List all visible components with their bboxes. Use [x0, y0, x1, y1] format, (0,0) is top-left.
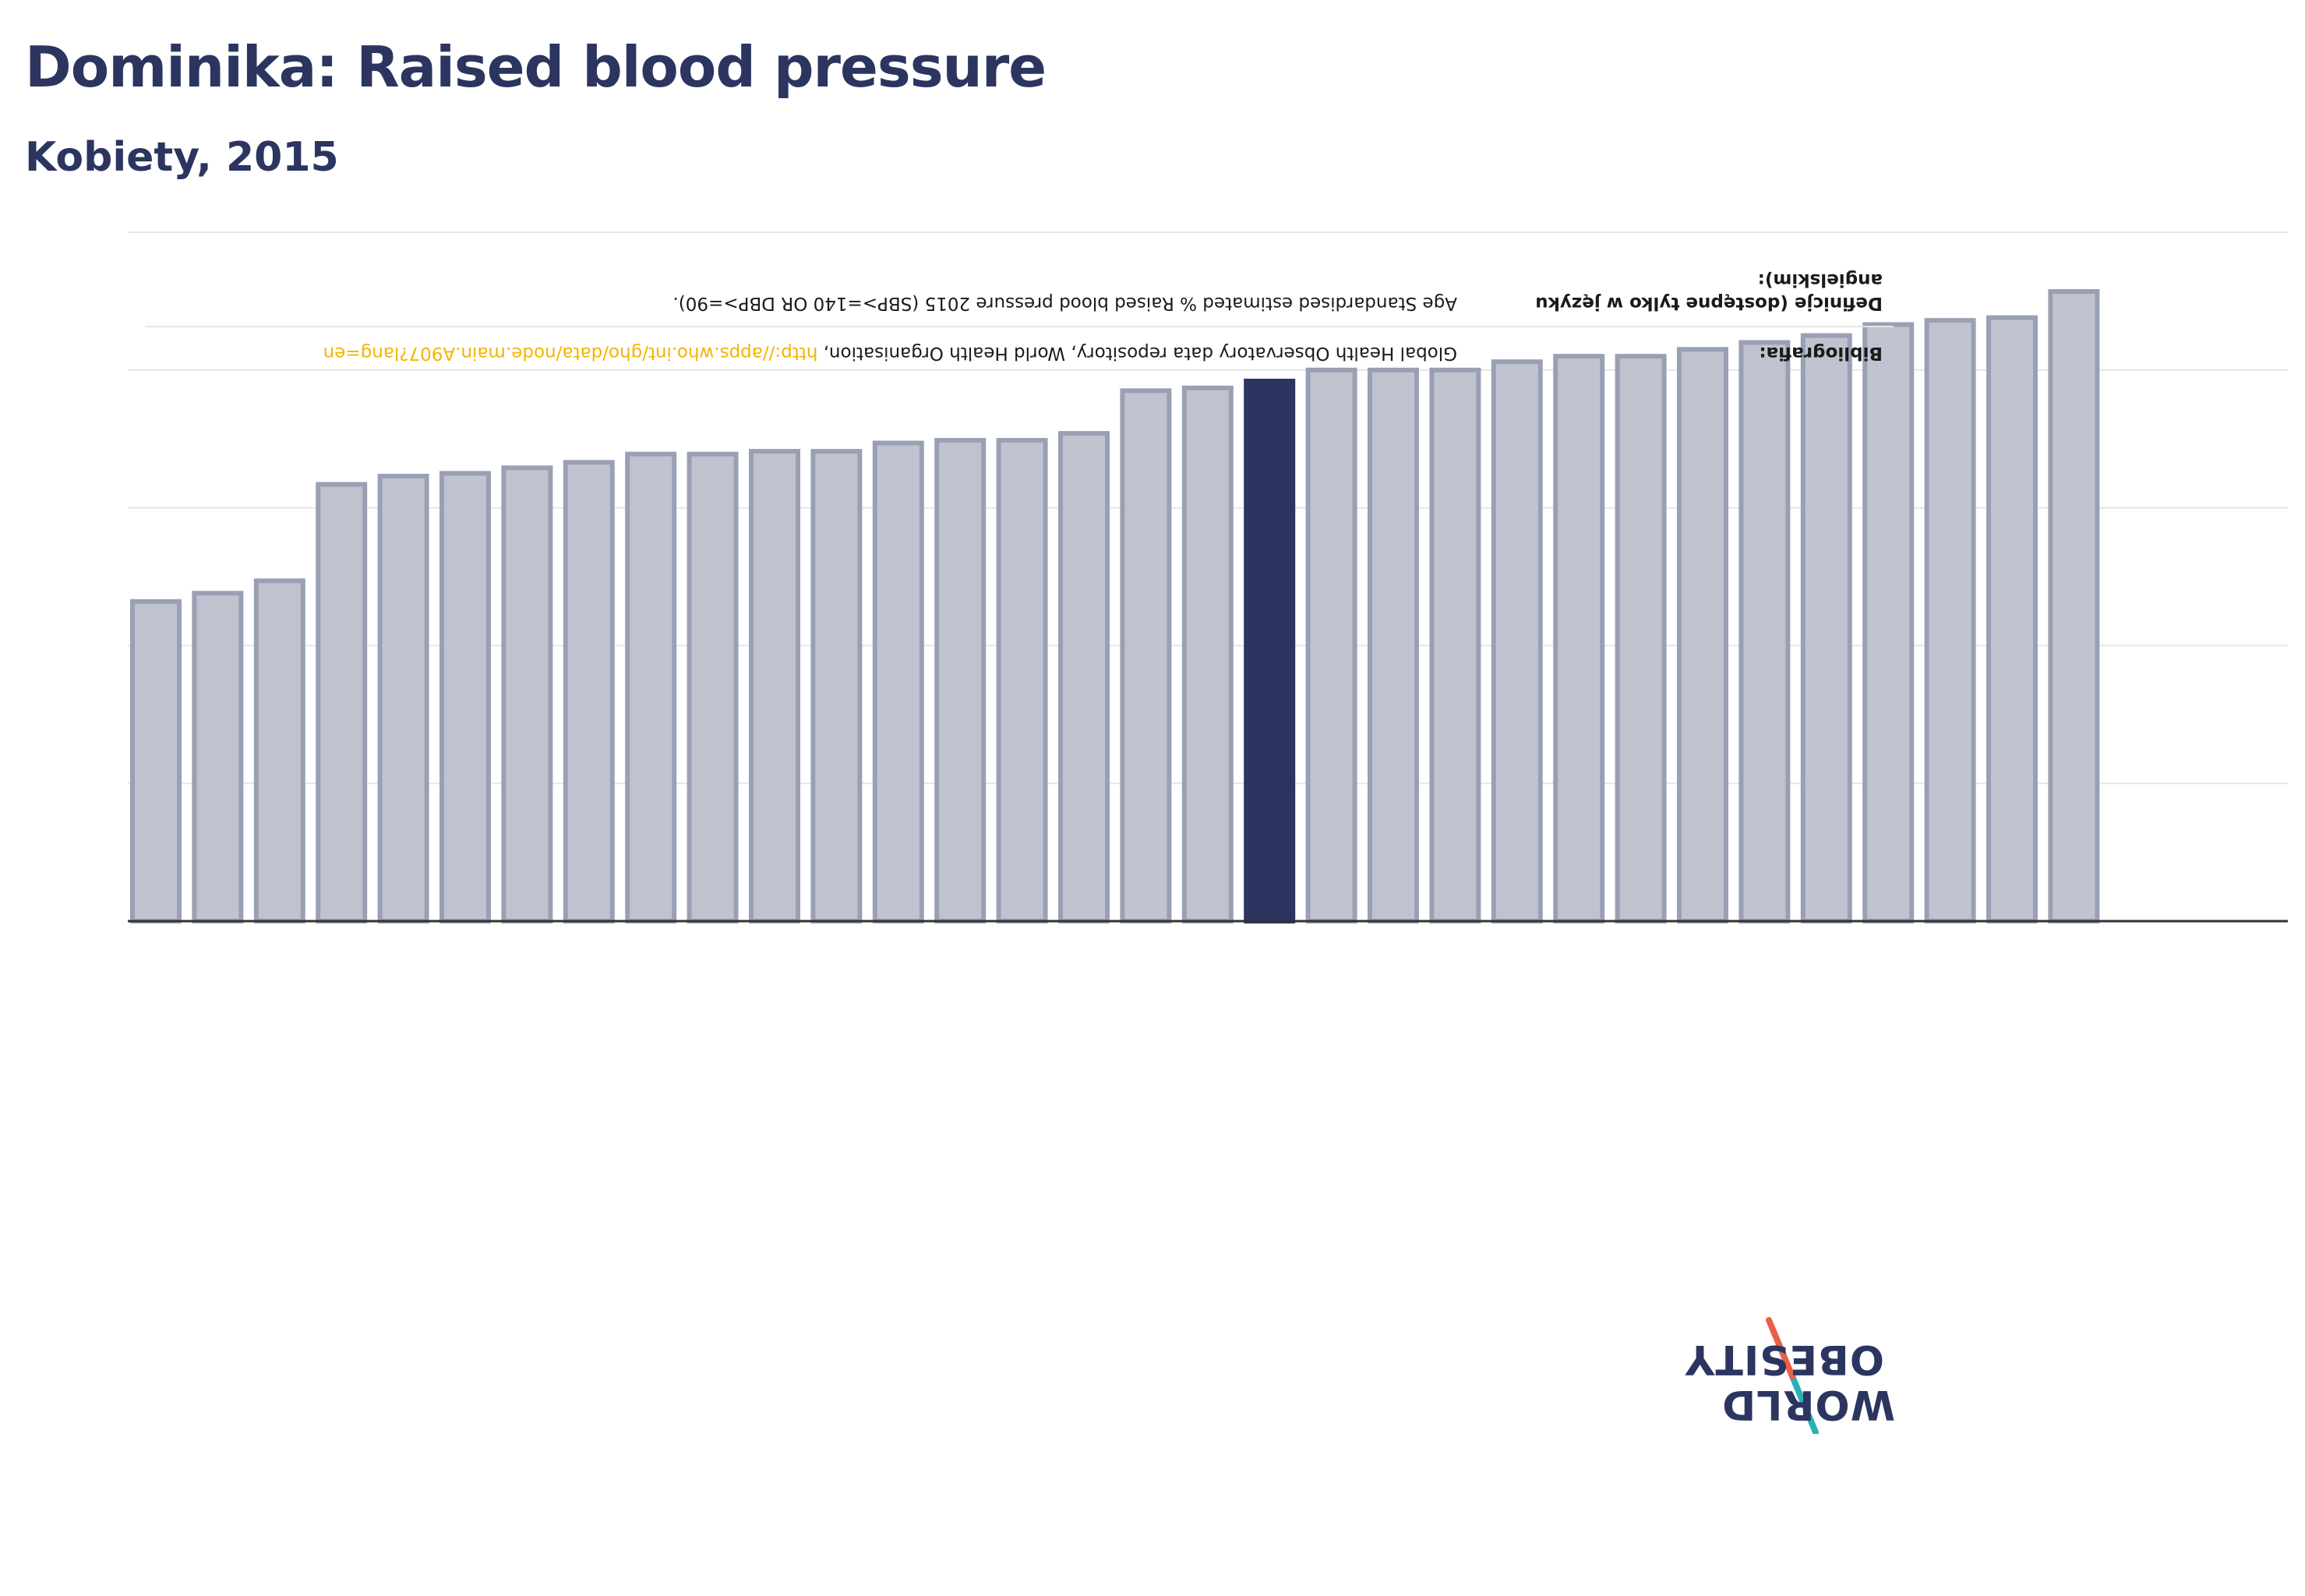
bar [1986, 315, 2038, 923]
definitions-label: Definicje (dostępne tylko w języku angie… [1535, 270, 1883, 313]
bar [377, 473, 429, 923]
bar [1800, 333, 1852, 924]
bar [1305, 367, 1357, 923]
bar [1368, 367, 1419, 923]
bar [1738, 340, 1791, 923]
bibliography-row: Bibliografia: Global Health Observatory … [145, 326, 1894, 376]
bar [2048, 289, 2100, 923]
bibliography-value: Global Health Observatory data repositor… [156, 341, 1457, 365]
bar [130, 598, 182, 923]
bar [749, 449, 800, 923]
definitions-value: Age Standardised estimated % Raised bloo… [672, 293, 1457, 313]
bar [563, 460, 615, 923]
world-obesity-logo: WORLD OBESITY [1685, 1317, 1901, 1434]
chart-title: Dominika: Raised blood pressure [25, 34, 1047, 100]
bar-highlighted [1244, 378, 1296, 924]
logo-word-2: OBESITY [1684, 1336, 1884, 1382]
bar-chart [128, 231, 2288, 924]
bar [1615, 354, 1667, 923]
bar [934, 437, 987, 923]
bibliography-link[interactable]: http://apps.who.int/gho/data/node.main.A… [323, 343, 818, 363]
notes-panel: Bibliografia: Global Health Observatory … [145, 246, 1894, 376]
bar [253, 578, 305, 924]
bar [501, 465, 553, 923]
bar [1862, 322, 1915, 923]
bar [1058, 431, 1110, 923]
bar [1553, 354, 1605, 923]
bar [1181, 385, 1234, 923]
bar [439, 471, 491, 923]
chart-subtitle: Kobiety, 2015 [25, 134, 339, 181]
bar [1429, 367, 1481, 923]
logo-word-1: WORLD [1721, 1381, 1895, 1428]
bar [1677, 347, 1728, 923]
bar [1924, 318, 1976, 924]
bar [1491, 359, 1543, 923]
bar [810, 449, 863, 923]
bar [625, 451, 677, 923]
bar [316, 482, 368, 923]
bar [996, 437, 1048, 923]
bibliography-label: Bibliografia: [1759, 343, 1883, 363]
bar [872, 440, 924, 923]
bar [192, 591, 244, 923]
bibliography-text: Global Health Observatory data repositor… [817, 343, 1457, 363]
slash-logo-icon [1766, 1317, 1819, 1434]
bar [687, 451, 739, 923]
bar [1120, 388, 1172, 923]
definitions-row: Definicje (dostępne tylko w języku angie… [145, 249, 1894, 326]
